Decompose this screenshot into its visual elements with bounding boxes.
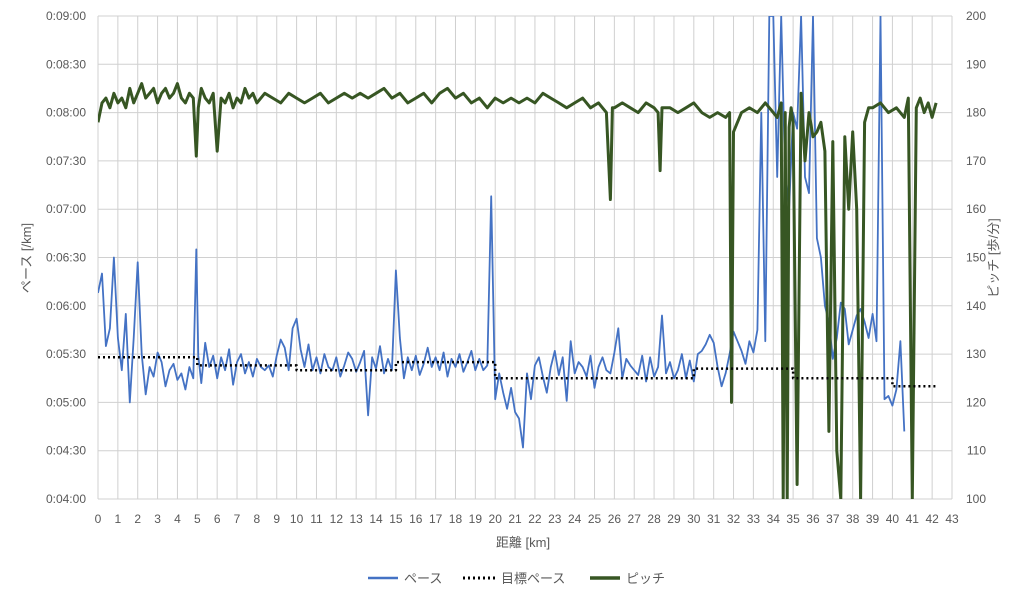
x-tick-label: 40 [886,512,900,526]
right-tick-label: 180 [966,106,986,120]
x-tick-label: 3 [154,512,161,526]
x-tick-label: 15 [389,512,403,526]
right-tick-label: 190 [966,57,986,71]
x-tick-label: 34 [767,512,781,526]
x-tick-label: 13 [350,512,364,526]
left-tick-label: 0:09:00 [46,9,86,23]
left-tick-label: 0:06:30 [46,251,86,265]
right-axis-title: ピッチ [歩/分] [986,218,1001,297]
right-tick-label: 120 [966,395,986,409]
x-tick-label: 6 [214,512,221,526]
x-tick-label: 24 [568,512,582,526]
left-tick-label: 0:08:00 [46,106,86,120]
series-line-pitch [98,82,938,499]
x-tick-label: 38 [846,512,860,526]
series-line-pace [98,16,906,449]
series-line-target-pace [98,356,937,388]
x-tick-label: 18 [449,512,463,526]
legend: ペース 目標ペース ピッチ [368,571,665,586]
left-tick-label: 0:06:00 [46,299,86,313]
x-tick-label: 31 [707,512,721,526]
x-tick-label: 36 [806,512,820,526]
right-tick-label: 110 [967,444,986,458]
x-tick-label: 7 [234,512,241,526]
x-tick-label: 33 [747,512,761,526]
right-tick-label: 100 [966,492,986,506]
left-tick-label: 0:04:30 [46,444,86,458]
x-tick-label: 30 [687,512,701,526]
x-tick-label: 10 [290,512,304,526]
right-tick-label: 130 [966,347,986,361]
left-tick-label: 0:08:30 [46,57,86,71]
x-tick-label: 39 [866,512,880,526]
x-tick-label: 42 [925,512,939,526]
left-axis-title: ペース [/km] [19,223,34,293]
x-tick-label: 2 [134,512,141,526]
x-tick-label: 37 [826,512,840,526]
x-tick-label: 9 [273,512,280,526]
right-tick-label: 150 [966,251,986,265]
legend-label-pace: ペース [404,571,442,586]
x-tick-label: 26 [608,512,622,526]
x-tick-label: 41 [906,512,920,526]
legend-label-pitch: ピッチ [626,571,665,586]
x-tick-label: 22 [528,512,542,526]
x-tick-label: 14 [369,512,383,526]
left-tick-label: 0:05:30 [46,347,86,361]
left-tick-label: 0:05:00 [46,395,86,409]
x-tick-label: 1 [115,512,122,526]
x-tick-label: 28 [647,512,661,526]
left-axis-ticks: 0:04:00 0:04:30 0:05:00 0:05:30 0:06:00 0:06:… [46,9,86,506]
series [98,16,938,499]
x-tick-label: 27 [628,512,642,526]
x-tick-label: 4 [174,512,181,526]
x-tick-label: 25 [588,512,602,526]
left-tick-label: 0:07:00 [46,202,86,216]
right-tick-label: 200 [966,9,986,23]
x-tick-label: 12 [330,512,344,526]
x-tick-label: 43 [945,512,959,526]
x-axis-ticks: 0 1 2 3 4 5 6 7 8 9 10 11 12 13 14 15 16 17 18 19 20 21 22 23 24… [95,512,959,526]
x-tick-label: 29 [667,512,681,526]
x-tick-label: 21 [508,512,522,526]
x-tick-label: 16 [409,512,423,526]
right-tick-label: 160 [966,202,986,216]
x-tick-label: 23 [548,512,562,526]
x-tick-label: 17 [429,512,443,526]
x-tick-label: 5 [194,512,201,526]
x-tick-label: 0 [95,512,102,526]
legend-label-target-pace: 目標ペース [501,571,565,586]
right-tick-label: 140 [966,299,986,313]
x-tick-label: 32 [727,512,741,526]
left-tick-label: 0:04:00 [46,492,86,506]
x-tick-label: 8 [254,512,261,526]
x-tick-label: 11 [310,512,323,526]
x-tick-label: 35 [786,512,800,526]
right-axis-ticks: 100 110 120 130 140 150 160 170 180 190 200 [966,9,986,506]
left-tick-label: 0:07:30 [46,154,86,168]
x-tick-label: 19 [469,512,483,526]
x-axis-title: 距離 [km] [496,535,550,550]
x-tick-label: 20 [489,512,503,526]
right-tick-label: 170 [966,154,986,168]
